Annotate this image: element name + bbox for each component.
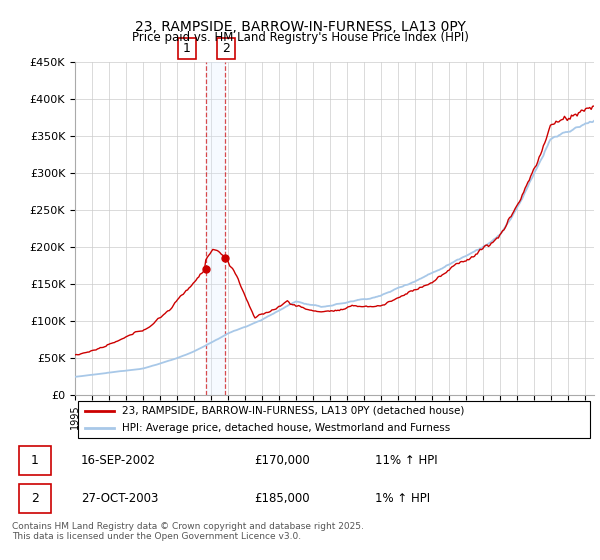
Bar <box>206 62 225 395</box>
Text: 2: 2 <box>223 41 230 55</box>
FancyBboxPatch shape <box>19 484 50 513</box>
FancyBboxPatch shape <box>19 446 50 475</box>
Text: HPI: Average price, detached house, Westmorland and Furness: HPI: Average price, detached house, West… <box>122 423 450 433</box>
Text: 16-SEP-2002: 16-SEP-2002 <box>81 454 156 467</box>
Text: 27-OCT-2003: 27-OCT-2003 <box>81 492 158 505</box>
Text: 1: 1 <box>183 41 191 55</box>
Text: £170,000: £170,000 <box>254 454 310 467</box>
Text: 1: 1 <box>31 454 38 467</box>
Text: 23, RAMPSIDE, BARROW-IN-FURNESS, LA13 0PY (detached house): 23, RAMPSIDE, BARROW-IN-FURNESS, LA13 0P… <box>122 405 464 416</box>
Text: 11% ↑ HPI: 11% ↑ HPI <box>375 454 437 467</box>
Text: Contains HM Land Registry data © Crown copyright and database right 2025.
This d: Contains HM Land Registry data © Crown c… <box>12 522 364 542</box>
Text: £185,000: £185,000 <box>254 492 310 505</box>
Text: 1% ↑ HPI: 1% ↑ HPI <box>375 492 430 505</box>
Text: 2: 2 <box>31 492 38 505</box>
Text: 23, RAMPSIDE, BARROW-IN-FURNESS, LA13 0PY: 23, RAMPSIDE, BARROW-IN-FURNESS, LA13 0P… <box>134 20 466 34</box>
FancyBboxPatch shape <box>77 402 590 437</box>
Text: Price paid vs. HM Land Registry's House Price Index (HPI): Price paid vs. HM Land Registry's House … <box>131 31 469 44</box>
